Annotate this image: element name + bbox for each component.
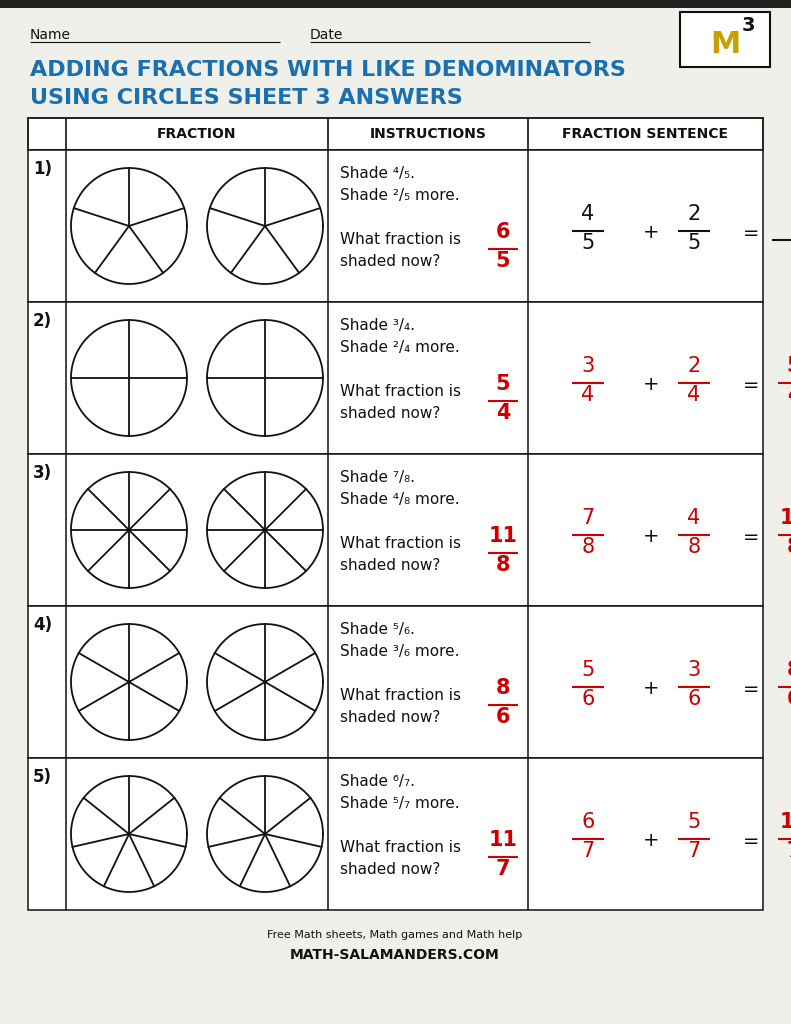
Text: USING CIRCLES SHEET 3 ANSWERS: USING CIRCLES SHEET 3 ANSWERS: [30, 88, 463, 108]
Text: 6: 6: [787, 689, 791, 710]
Text: =: =: [743, 831, 759, 851]
Text: 2): 2): [33, 312, 52, 330]
Bar: [28, 758, 763, 910]
Text: Shade ⁴/₈ more.: Shade ⁴/₈ more.: [340, 492, 460, 507]
Text: 4: 4: [581, 385, 595, 406]
Bar: [0, 0, 791, 8]
Text: 11: 11: [779, 812, 791, 831]
Bar: [680, 12, 770, 67]
Text: +: +: [643, 680, 659, 698]
Text: Shade ⁵/₇ more.: Shade ⁵/₇ more.: [340, 796, 460, 811]
Text: 8: 8: [496, 678, 510, 698]
Text: M: M: [710, 30, 740, 59]
Text: 8: 8: [687, 538, 701, 557]
Bar: [28, 606, 763, 758]
Text: Free Math sheets, Math games and Math help: Free Math sheets, Math games and Math he…: [267, 930, 523, 940]
Text: 6: 6: [687, 689, 701, 710]
Text: 5: 5: [496, 252, 510, 271]
Text: 5: 5: [581, 660, 595, 680]
Bar: [28, 454, 763, 606]
Text: =: =: [743, 223, 759, 243]
Text: Name: Name: [30, 28, 71, 42]
Bar: [28, 118, 763, 150]
Text: 4: 4: [581, 204, 595, 224]
Text: 5: 5: [496, 374, 510, 394]
Text: What fraction is: What fraction is: [340, 688, 461, 703]
Text: Shade ³/₄.: Shade ³/₄.: [340, 318, 415, 333]
Text: 11: 11: [489, 526, 517, 546]
Text: 11: 11: [779, 508, 791, 528]
Text: 6: 6: [496, 708, 510, 727]
Text: 7: 7: [581, 842, 595, 861]
Text: shaded now?: shaded now?: [340, 558, 441, 573]
Text: Shade ²/₄ more.: Shade ²/₄ more.: [340, 340, 460, 355]
Text: What fraction is: What fraction is: [340, 384, 461, 399]
Text: Shade ²/₅ more.: Shade ²/₅ more.: [340, 188, 460, 203]
Text: 3: 3: [741, 16, 755, 35]
Text: shaded now?: shaded now?: [340, 862, 441, 877]
Text: FRACTION SENTENCE: FRACTION SENTENCE: [562, 127, 728, 141]
Text: 5: 5: [687, 233, 701, 253]
Text: What fraction is: What fraction is: [340, 232, 461, 247]
Text: 5: 5: [581, 233, 595, 253]
Text: 7: 7: [496, 859, 510, 880]
Text: 8: 8: [787, 660, 791, 680]
Text: 4: 4: [496, 403, 510, 424]
Text: 4): 4): [33, 616, 52, 634]
Text: 6: 6: [581, 689, 595, 710]
Text: 11: 11: [489, 830, 517, 850]
Text: 7: 7: [687, 842, 701, 861]
Text: What fraction is: What fraction is: [340, 536, 461, 551]
Text: 5: 5: [687, 812, 701, 831]
Text: Date: Date: [310, 28, 343, 42]
Text: 8: 8: [787, 538, 791, 557]
Text: 3: 3: [687, 660, 701, 680]
Text: 5: 5: [787, 356, 791, 376]
Text: Shade ⁵/₆.: Shade ⁵/₆.: [340, 622, 414, 637]
Text: 3): 3): [33, 464, 52, 482]
Text: 8: 8: [581, 538, 595, 557]
Text: Shade ⁷/₈.: Shade ⁷/₈.: [340, 470, 415, 485]
Text: 4: 4: [787, 385, 791, 406]
Text: INSTRUCTIONS: INSTRUCTIONS: [369, 127, 486, 141]
Text: 6: 6: [581, 812, 595, 831]
Text: =: =: [743, 680, 759, 698]
Text: FRACTION: FRACTION: [157, 127, 237, 141]
Text: MATH-SALAMANDERS.COM: MATH-SALAMANDERS.COM: [290, 948, 500, 962]
Text: 7: 7: [581, 508, 595, 528]
Text: What fraction is: What fraction is: [340, 840, 461, 855]
Text: shaded now?: shaded now?: [340, 406, 441, 421]
Text: Shade ⁶/₇.: Shade ⁶/₇.: [340, 774, 415, 790]
Text: 2: 2: [687, 356, 701, 376]
Text: 6: 6: [496, 222, 510, 242]
Text: 5): 5): [33, 768, 52, 786]
Text: +: +: [643, 223, 659, 243]
Text: 2: 2: [687, 204, 701, 224]
Text: =: =: [743, 527, 759, 547]
Text: 3: 3: [581, 356, 595, 376]
Text: 4: 4: [687, 508, 701, 528]
Text: +: +: [643, 527, 659, 547]
Text: 7: 7: [787, 842, 791, 861]
Text: +: +: [643, 376, 659, 394]
Text: shaded now?: shaded now?: [340, 710, 441, 725]
Text: 1): 1): [33, 160, 52, 178]
Bar: [28, 150, 763, 302]
Text: 8: 8: [496, 555, 510, 575]
Text: Shade ³/₆ more.: Shade ³/₆ more.: [340, 644, 460, 659]
Text: 4: 4: [687, 385, 701, 406]
Text: Shade ⁴/₅.: Shade ⁴/₅.: [340, 166, 415, 181]
Text: +: +: [643, 831, 659, 851]
Bar: [28, 302, 763, 454]
Text: ADDING FRACTIONS WITH LIKE DENOMINATORS: ADDING FRACTIONS WITH LIKE DENOMINATORS: [30, 60, 626, 80]
Text: shaded now?: shaded now?: [340, 254, 441, 269]
Text: =: =: [743, 376, 759, 394]
